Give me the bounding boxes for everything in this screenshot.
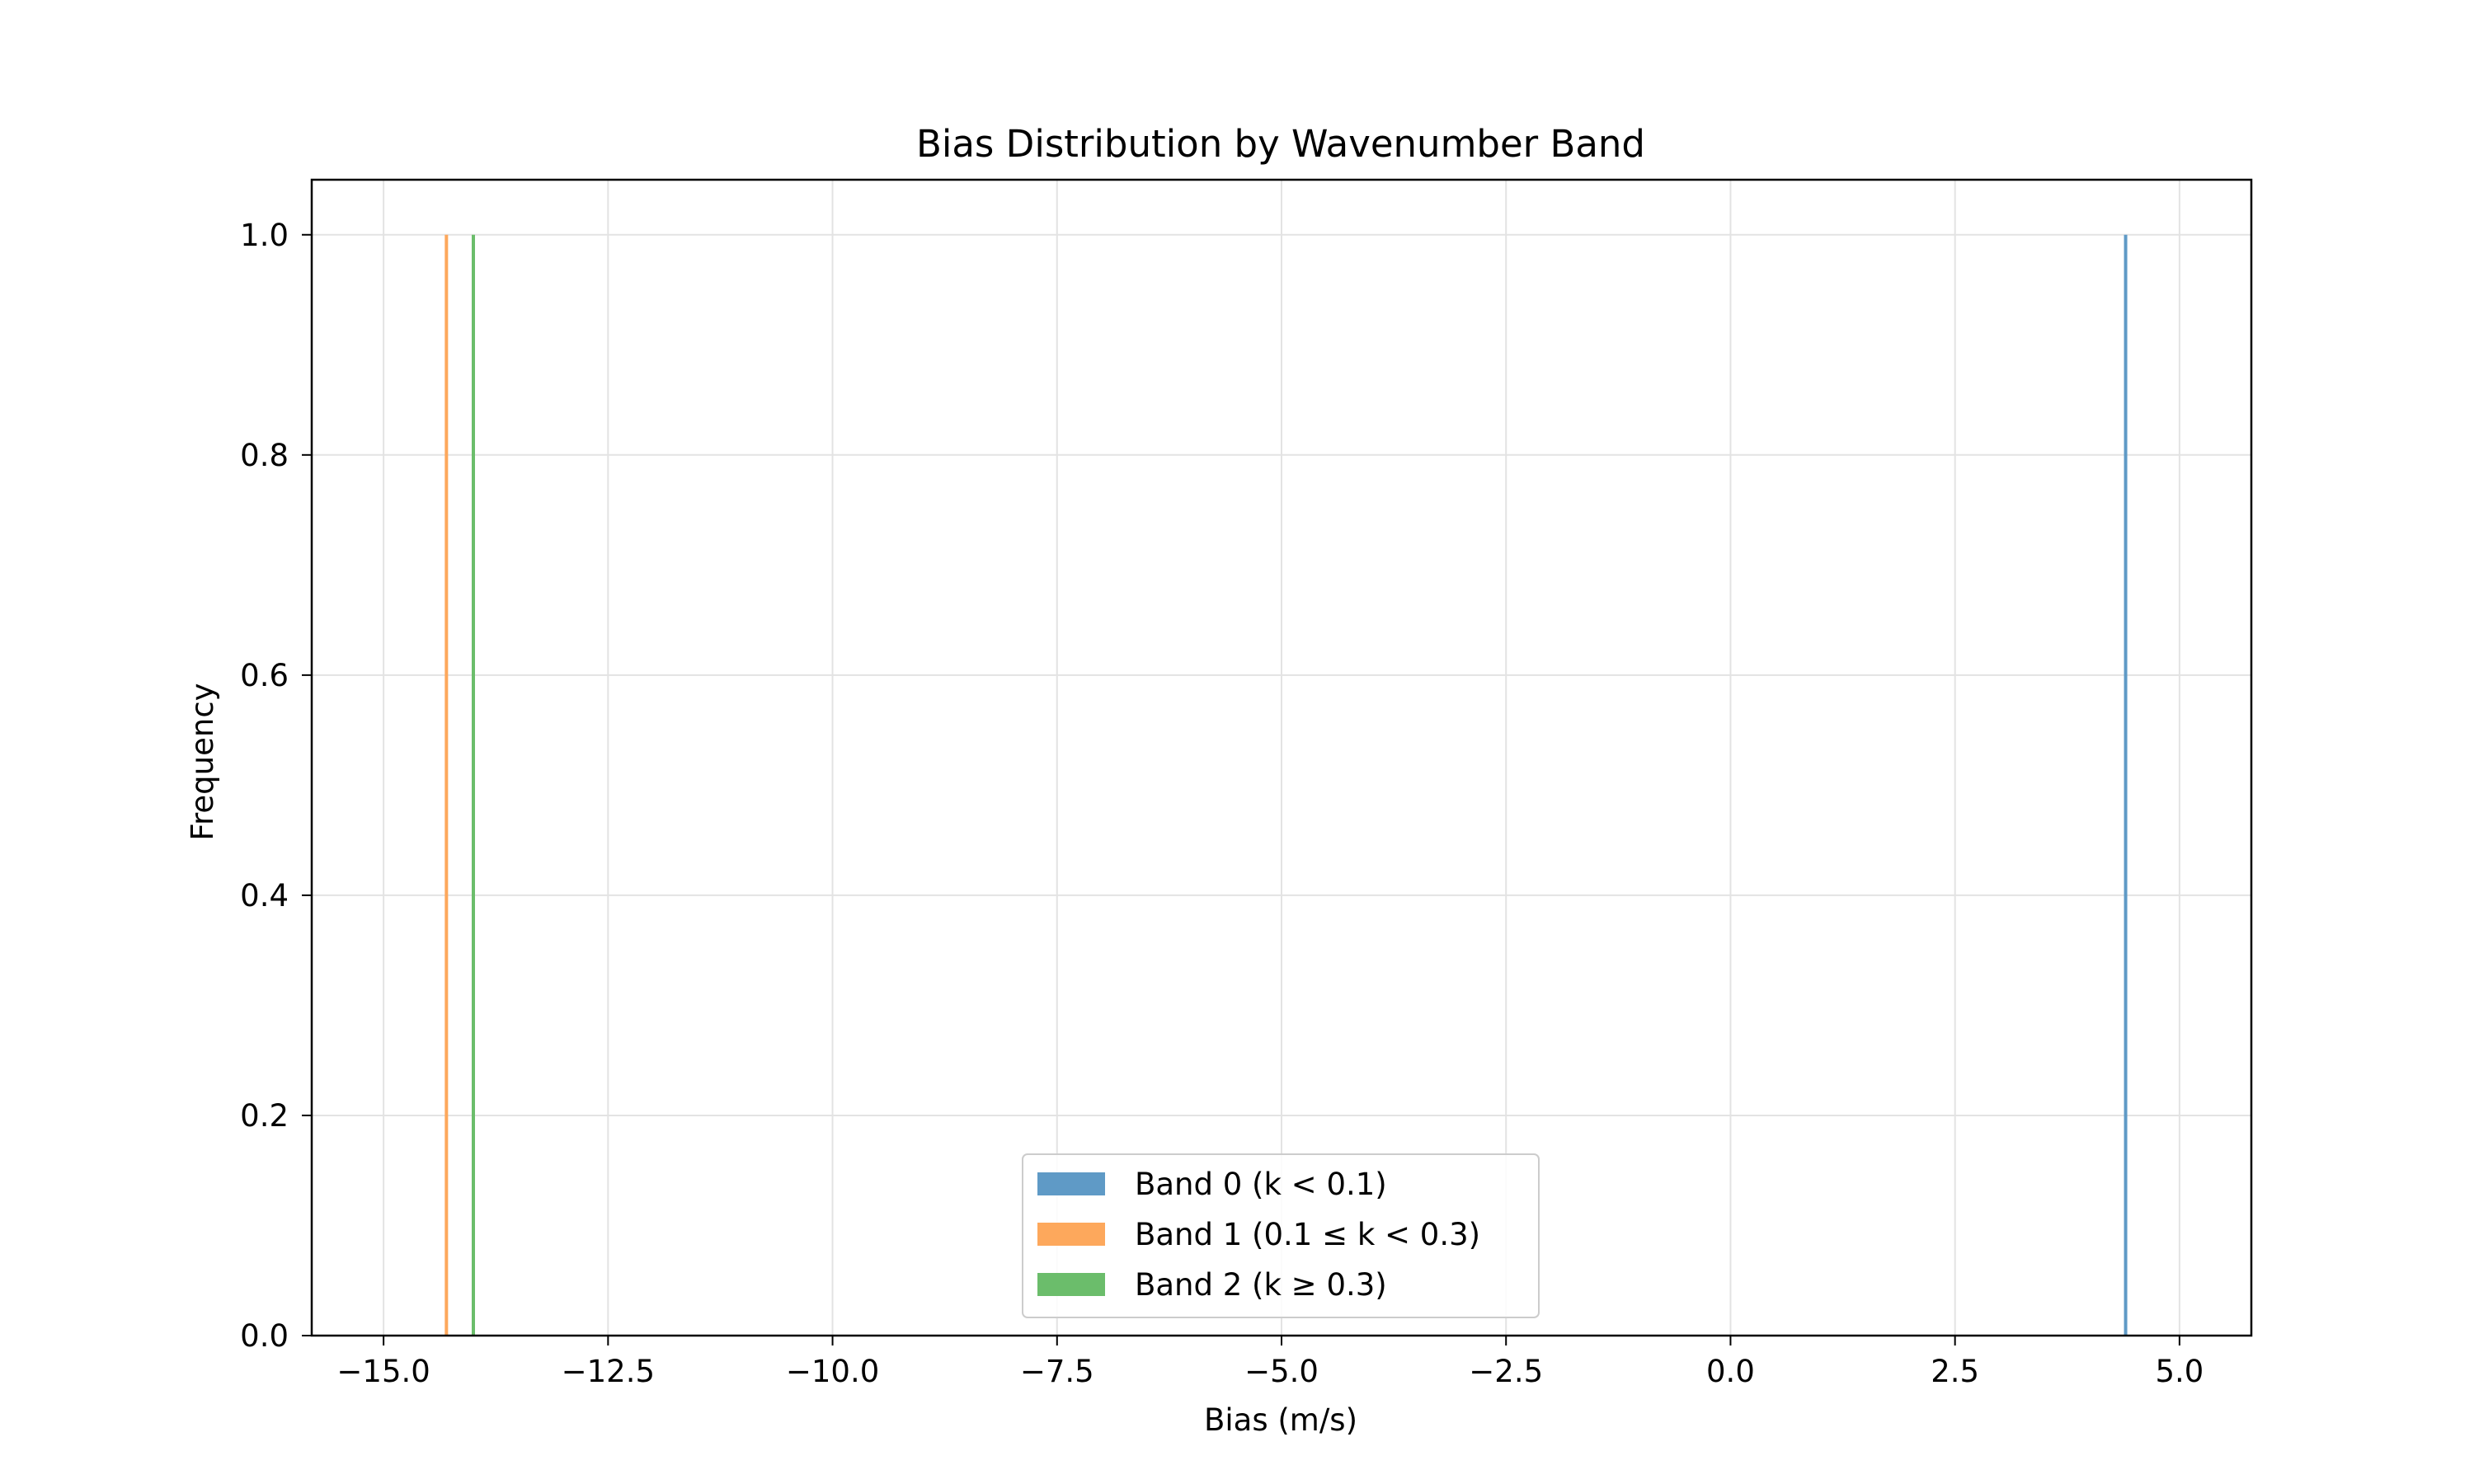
x-tick-label: 5.0	[2155, 1354, 2204, 1389]
y-tick-label: 0.8	[240, 438, 289, 473]
histogram-bars	[444, 234, 2128, 1336]
x-tick-label: −2.5	[1469, 1354, 1543, 1389]
legend-swatch	[1037, 1172, 1105, 1195]
y-tick-label: 0.4	[240, 878, 289, 913]
histogram-bar	[2124, 234, 2128, 1336]
legend: Band 0 (k < 0.1) Band 1 (0.1 ≤ k < 0.3) Ba…	[1022, 1153, 1540, 1318]
y-tick-label: 1.0	[240, 218, 289, 253]
x-axis-ticks: −15.0 −12.5 −10.0 −7.5 −5.0 −2.5 0.0 2.5 5.0	[336, 1336, 2204, 1389]
legend-label: Band 1 (0.1 ≤ k < 0.3)	[1135, 1217, 1480, 1252]
legend-label: Band 2 (k ≥ 0.3)	[1135, 1267, 1387, 1303]
chart-title: Bias Distribution by Wavenumber Band	[916, 122, 1645, 166]
x-tick-label: −5.0	[1244, 1354, 1319, 1389]
y-tick-label: 0.0	[240, 1318, 289, 1354]
legend-box	[1022, 1153, 1540, 1318]
legend-swatch	[1037, 1223, 1105, 1246]
legend-swatch	[1037, 1273, 1105, 1296]
legend-label: Band 0 (k < 0.1)	[1135, 1167, 1387, 1202]
x-tick-label: 0.0	[1706, 1354, 1755, 1389]
y-axis-label: Frequency	[185, 683, 220, 840]
x-tick-label: −10.0	[786, 1354, 879, 1389]
histogram-bar	[444, 234, 449, 1336]
x-tick-label: 2.5	[1931, 1354, 1979, 1389]
x-tick-label: −12.5	[562, 1354, 655, 1389]
y-tick-label: 0.2	[240, 1098, 289, 1134]
y-axis-ticks: 0.0 0.2 0.4 0.6 0.8 1.0	[240, 218, 312, 1354]
x-tick-label: −15.0	[336, 1354, 430, 1389]
x-tick-label: −7.5	[1020, 1354, 1094, 1389]
y-tick-label: 0.6	[240, 658, 289, 693]
histogram-bar	[472, 234, 475, 1336]
x-axis-label: Bias (m/s)	[1204, 1402, 1357, 1438]
